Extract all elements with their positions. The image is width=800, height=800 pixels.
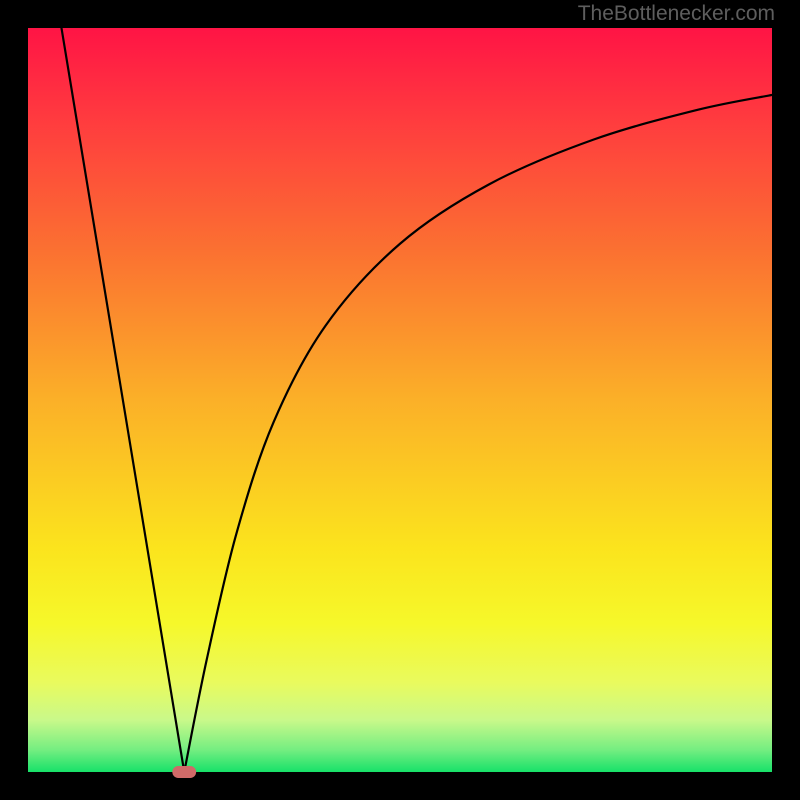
chart-frame: TheBottlenecker.com — [0, 0, 800, 800]
watermark-text: TheBottlenecker.com — [578, 2, 775, 26]
plot-area — [28, 28, 772, 772]
